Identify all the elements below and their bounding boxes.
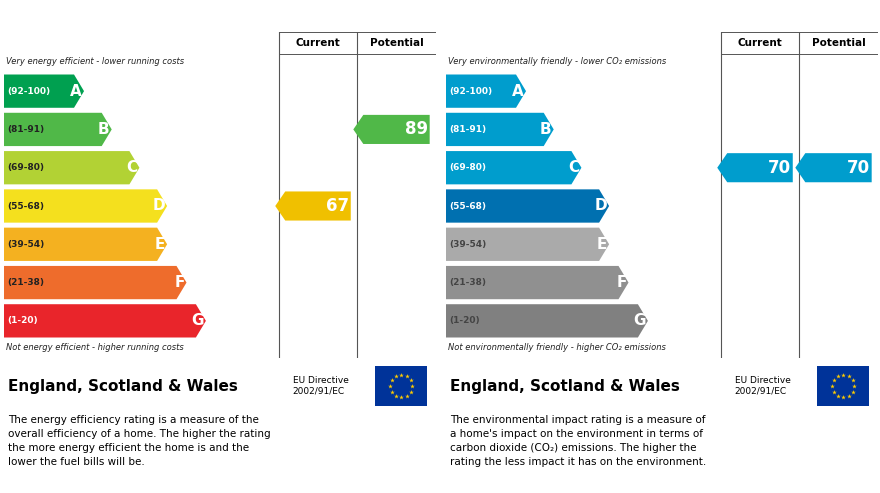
Text: Very energy efficient - lower running costs: Very energy efficient - lower running co… (6, 57, 184, 66)
Text: (69-80): (69-80) (7, 163, 44, 172)
Text: B: B (540, 122, 552, 137)
Text: B: B (98, 122, 110, 137)
Bar (799, 32, 878, 54)
Text: Potential: Potential (811, 38, 865, 48)
Polygon shape (446, 74, 526, 108)
Bar (279, 32, 357, 54)
Polygon shape (717, 153, 793, 182)
Text: F: F (174, 275, 185, 290)
Polygon shape (446, 228, 609, 261)
Polygon shape (275, 191, 351, 220)
Text: (1-20): (1-20) (449, 317, 480, 325)
Text: Not energy efficient - higher running costs: Not energy efficient - higher running co… (6, 343, 184, 352)
Bar (721, 32, 799, 54)
Text: (39-54): (39-54) (449, 240, 487, 249)
Bar (375, 366, 428, 406)
Text: (55-68): (55-68) (7, 202, 44, 211)
Text: 67: 67 (326, 197, 348, 215)
Text: (81-91): (81-91) (7, 125, 44, 134)
Text: (69-80): (69-80) (449, 163, 486, 172)
Polygon shape (446, 151, 582, 184)
Bar (357, 32, 436, 54)
Text: (81-91): (81-91) (449, 125, 486, 134)
Text: Current: Current (737, 38, 782, 48)
Text: (92-100): (92-100) (7, 87, 50, 96)
Text: England, Scotland & Wales: England, Scotland & Wales (8, 379, 238, 393)
Text: Very environmentally friendly - lower CO₂ emissions: Very environmentally friendly - lower CO… (448, 57, 666, 66)
Text: C: C (127, 160, 137, 175)
Text: The energy efficiency rating is a measure of the
overall efficiency of a home. T: The energy efficiency rating is a measur… (8, 415, 271, 467)
Text: E: E (155, 237, 165, 252)
Text: Current: Current (296, 38, 341, 48)
Text: Environmental Impact (CO₂) Rating: Environmental Impact (CO₂) Rating (455, 9, 756, 25)
Text: (21-38): (21-38) (449, 278, 486, 287)
Polygon shape (446, 266, 628, 299)
Text: 70: 70 (767, 159, 791, 176)
Text: EU Directive
2002/91/EC: EU Directive 2002/91/EC (735, 376, 790, 396)
Text: G: G (634, 314, 646, 328)
Polygon shape (446, 189, 609, 223)
Text: Energy Efficiency Rating: Energy Efficiency Rating (13, 9, 223, 25)
Text: England, Scotland & Wales: England, Scotland & Wales (450, 379, 680, 393)
Text: (21-38): (21-38) (7, 278, 44, 287)
Text: 89: 89 (405, 120, 428, 139)
Polygon shape (446, 304, 648, 338)
Text: EU Directive
2002/91/EC: EU Directive 2002/91/EC (293, 376, 348, 396)
Polygon shape (446, 113, 554, 146)
Text: (39-54): (39-54) (7, 240, 44, 249)
Text: G: G (192, 314, 204, 328)
Text: D: D (595, 199, 607, 213)
Polygon shape (796, 153, 872, 182)
Polygon shape (4, 228, 167, 261)
Text: (55-68): (55-68) (449, 202, 486, 211)
Polygon shape (4, 266, 187, 299)
Text: E: E (597, 237, 607, 252)
Text: Not environmentally friendly - higher CO₂ emissions: Not environmentally friendly - higher CO… (448, 343, 666, 352)
Polygon shape (4, 74, 84, 108)
Text: A: A (512, 84, 524, 99)
Text: D: D (152, 199, 165, 213)
Text: Potential: Potential (370, 38, 423, 48)
Text: A: A (70, 84, 82, 99)
Polygon shape (4, 151, 139, 184)
Text: C: C (568, 160, 579, 175)
Text: (1-20): (1-20) (7, 317, 38, 325)
Polygon shape (4, 113, 112, 146)
Text: 70: 70 (847, 159, 869, 176)
Text: F: F (616, 275, 627, 290)
Bar (818, 366, 869, 406)
Text: (92-100): (92-100) (449, 87, 492, 96)
Polygon shape (4, 189, 167, 223)
Text: The environmental impact rating is a measure of
a home's impact on the environme: The environmental impact rating is a mea… (450, 415, 707, 467)
Polygon shape (354, 115, 429, 144)
Polygon shape (4, 304, 206, 338)
